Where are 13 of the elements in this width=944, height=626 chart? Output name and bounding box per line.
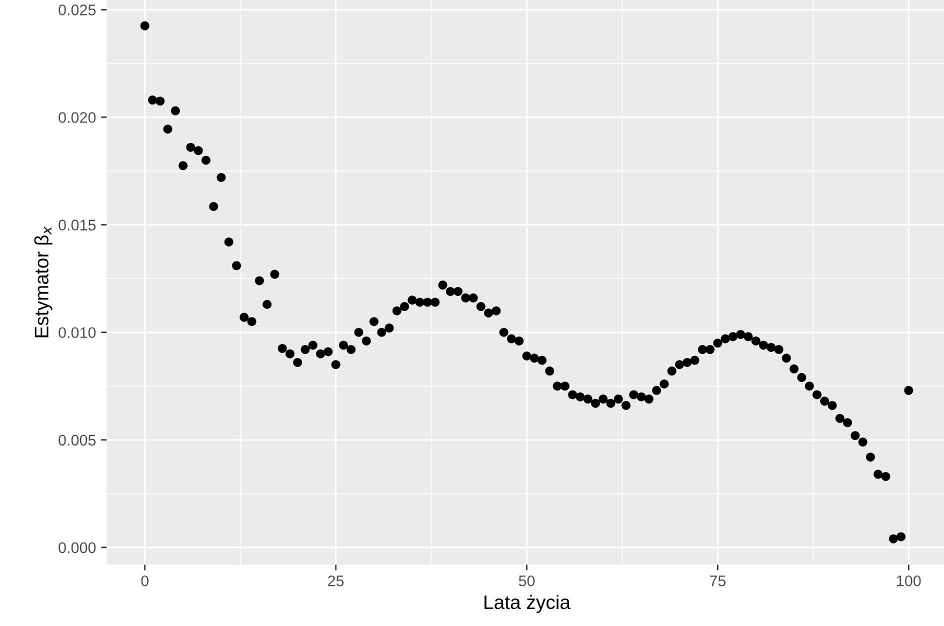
x-tick-label: 25	[328, 575, 344, 586]
x-tick-label: 0	[141, 575, 149, 586]
y-tick-label: 0.000	[58, 542, 96, 554]
y-tick-label: 0.025	[58, 4, 96, 16]
y-tick-label: 0.010	[58, 327, 96, 338]
y-axis-title: Estymator β$_{x}$	[34, 226, 52, 338]
y-tick-label: 0.015	[58, 220, 96, 230]
x-axis-title: Lata życia	[484, 594, 571, 613]
x-tick-label: 75	[710, 576, 726, 586]
x-tick-label: 50	[518, 575, 535, 586]
x-tick-label: 100	[897, 575, 921, 586]
y-tick-label: 0.005	[58, 434, 96, 446]
y-tick-label: 0.020	[58, 112, 96, 123]
